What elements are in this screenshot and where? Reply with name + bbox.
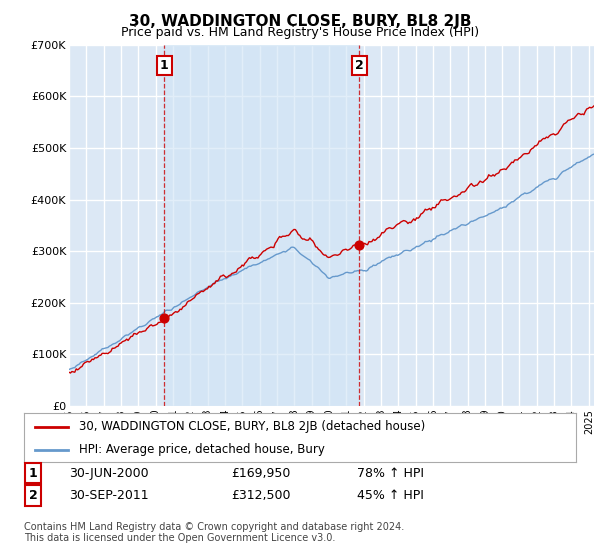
- Text: Price paid vs. HM Land Registry's House Price Index (HPI): Price paid vs. HM Land Registry's House …: [121, 26, 479, 39]
- Text: 2: 2: [355, 59, 364, 72]
- Text: 2: 2: [29, 489, 37, 502]
- Point: [160, 314, 169, 323]
- Text: 78% ↑ HPI: 78% ↑ HPI: [357, 466, 424, 480]
- Text: Contains HM Land Registry data © Crown copyright and database right 2024.: Contains HM Land Registry data © Crown c…: [24, 522, 404, 532]
- Text: 1: 1: [29, 466, 37, 480]
- Text: This data is licensed under the Open Government Licence v3.0.: This data is licensed under the Open Gov…: [24, 533, 335, 543]
- Text: £169,950: £169,950: [231, 466, 290, 480]
- Text: 30-JUN-2000: 30-JUN-2000: [69, 466, 149, 480]
- Point: [355, 240, 364, 249]
- Text: HPI: Average price, detached house, Bury: HPI: Average price, detached house, Bury: [79, 443, 325, 456]
- Text: £312,500: £312,500: [231, 489, 290, 502]
- Bar: [164, 45, 359, 406]
- Text: 1: 1: [160, 59, 169, 72]
- Text: 30, WADDINGTON CLOSE, BURY, BL8 2JB: 30, WADDINGTON CLOSE, BURY, BL8 2JB: [129, 14, 471, 29]
- Text: 30, WADDINGTON CLOSE, BURY, BL8 2JB (detached house): 30, WADDINGTON CLOSE, BURY, BL8 2JB (det…: [79, 420, 425, 433]
- Text: 45% ↑ HPI: 45% ↑ HPI: [357, 489, 424, 502]
- Text: 30-SEP-2011: 30-SEP-2011: [69, 489, 149, 502]
